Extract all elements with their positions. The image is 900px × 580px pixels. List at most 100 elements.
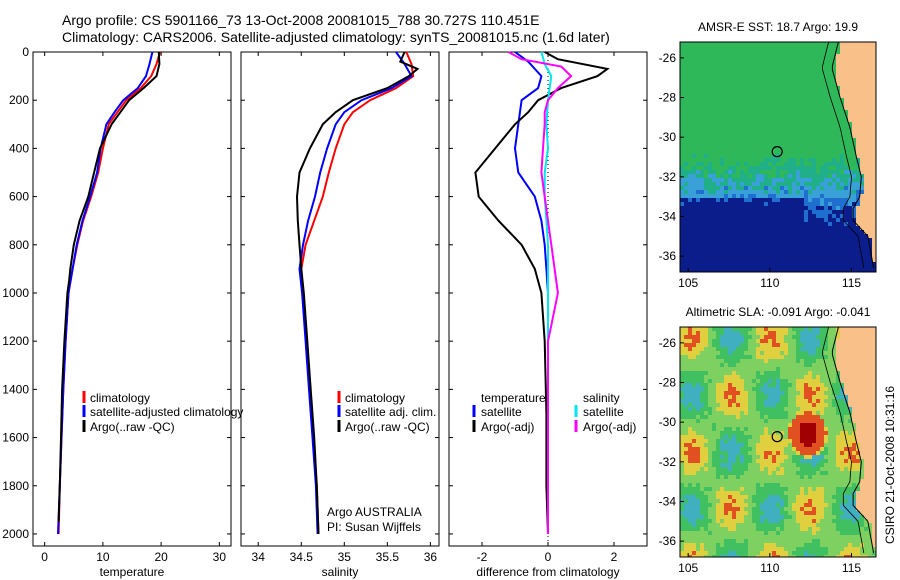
map-cell [736, 178, 740, 182]
map-cell [696, 455, 700, 459]
map-cell [784, 62, 788, 66]
map-cell [848, 98, 852, 102]
map-cell [764, 475, 768, 479]
map-cell [748, 82, 752, 86]
map-cell [732, 423, 736, 427]
map-cell [720, 327, 724, 331]
map-cell [688, 122, 692, 126]
map-cell [848, 162, 852, 166]
map-cell [840, 118, 844, 122]
map-cell [700, 399, 704, 403]
map-cell [740, 74, 744, 78]
map-cell [704, 78, 708, 82]
map-cell [860, 174, 864, 178]
map-cell [736, 415, 740, 419]
map-cell [788, 126, 792, 130]
map-cell [700, 246, 704, 250]
map-cell [700, 102, 704, 106]
map-cell [716, 218, 720, 222]
map-cell [736, 266, 740, 270]
map-cell [848, 86, 852, 90]
map-cell [684, 327, 688, 331]
map-cell [788, 463, 792, 467]
map-cell [840, 439, 844, 443]
map-cell [820, 162, 824, 166]
map-cell [744, 106, 748, 110]
map-cell [764, 399, 768, 403]
map-cell [856, 250, 860, 254]
map-cell [720, 218, 724, 222]
map-cell [820, 351, 824, 355]
map-cell [812, 74, 816, 78]
map-cell [844, 238, 848, 242]
map-cell [756, 222, 760, 226]
map-cell [788, 46, 792, 50]
map-cell [680, 262, 684, 266]
map-cell [740, 138, 744, 142]
map-cell [708, 70, 712, 74]
map-cell [744, 475, 748, 479]
map-cell [744, 102, 748, 106]
map-cell [724, 447, 728, 451]
map-cell [796, 90, 800, 94]
map-cell [780, 419, 784, 423]
map-cell [764, 459, 768, 463]
map-cell [756, 218, 760, 222]
map-cell [748, 475, 752, 479]
map-cell [868, 142, 872, 146]
map-cell [736, 198, 740, 202]
shelf-contour [822, 42, 865, 269]
map-cell [800, 158, 804, 162]
map-cell [696, 98, 700, 102]
map-cell [736, 407, 740, 411]
map-cell [836, 407, 840, 411]
map-cell [772, 166, 776, 170]
map-cell [728, 182, 732, 186]
map-cell [720, 246, 724, 250]
map-cell [760, 258, 764, 262]
map-cell [860, 379, 864, 383]
map-cell [828, 66, 832, 70]
map-cell [764, 467, 768, 471]
map-cell [764, 387, 768, 391]
map-cell [824, 126, 828, 130]
map-cell [684, 194, 688, 198]
map-cell [832, 435, 836, 439]
map-cell [772, 218, 776, 222]
map-cell [844, 190, 848, 194]
map-cell [696, 90, 700, 94]
map-cell [796, 371, 800, 375]
map-cell [820, 62, 824, 66]
map-cell [868, 471, 872, 475]
map-cell [696, 355, 700, 359]
map-cell [768, 158, 772, 162]
map-cell [808, 407, 812, 411]
map-cell [732, 359, 736, 363]
map-cell [796, 343, 800, 347]
map-cell [768, 427, 772, 431]
map-cell [744, 427, 748, 431]
map-cell [732, 475, 736, 479]
map-cell [868, 70, 872, 74]
map-cell [800, 142, 804, 146]
map-cell [824, 82, 828, 86]
map-cell [832, 258, 836, 262]
map-cell [752, 411, 756, 415]
map-cell [824, 363, 828, 367]
map-cell [752, 166, 756, 170]
map-cell [768, 130, 772, 134]
map-cell [804, 455, 808, 459]
map-cell [828, 186, 832, 190]
map-cell [680, 455, 684, 459]
map-cell [760, 431, 764, 435]
x-tick-label: 0 [545, 550, 552, 564]
map-cell [824, 383, 828, 387]
map-cell [704, 399, 708, 403]
map-cell [828, 475, 832, 479]
map-cell [764, 138, 768, 142]
map-cell [704, 375, 708, 379]
map-cell [684, 218, 688, 222]
map-cell [704, 46, 708, 50]
map-cell [784, 407, 788, 411]
map-cell [740, 202, 744, 206]
